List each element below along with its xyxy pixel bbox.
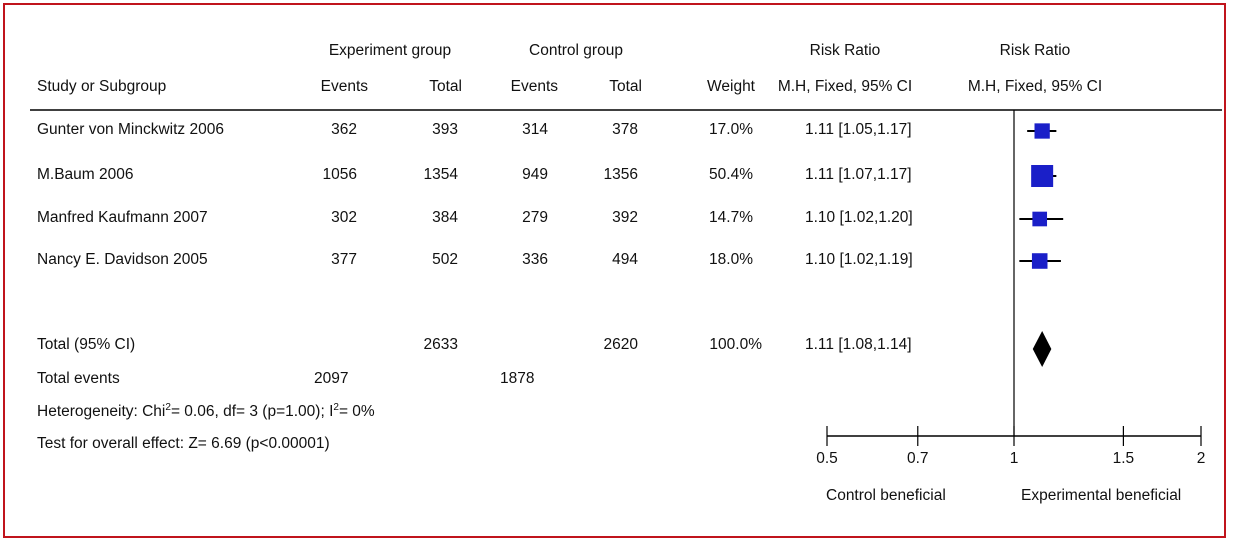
weight-column-header: Weight [707,78,755,95]
table-row-events1: 302 [331,209,357,226]
control-beneficial-label: Control beneficial [826,487,946,504]
table-row-total1: 1354 [423,166,458,183]
total-participants-control: 2620 [603,336,638,353]
table-row-total2: 378 [612,121,638,138]
table-row-study-name: Gunter von Minckwitz 2006 [37,121,224,138]
table-row-total2: 1356 [603,166,638,183]
table-row-events2: 314 [522,121,548,138]
table-row-ci: 1.11 [1.07,1.17] [805,166,912,183]
experiment-group-header: Experiment group [328,42,452,59]
table-row-weight: 14.7% [709,209,753,226]
total1-column-header: Total [429,78,462,95]
study-weight-square [1034,123,1050,139]
table-row-events1: 362 [331,121,357,138]
figure-frame [3,3,1226,538]
study-weight-square [1031,165,1054,187]
study-column-header: Study or Subgroup [37,78,167,95]
control-group-header: Control group [529,42,623,59]
x-axis-tick-label: 1.5 [1113,450,1135,467]
table-row-weight: 50.4% [709,166,753,183]
overall-effect-text: Test for overall effect: Z= 6.69 (p<0.00… [37,435,330,452]
table-row-events2: 949 [522,166,548,183]
table-row-ci: 1.10 [1.02,1.20] [805,209,913,226]
table-row-total1: 502 [432,251,458,268]
x-axis-tick-label: 0.7 [907,450,929,467]
table-row-total1: 393 [432,121,458,138]
total-events-label: Total events [37,370,120,387]
total-ci: 1.11 [1.08,1.14] [805,336,912,353]
table-row-study-name: M.Baum 2006 [37,166,134,183]
pooled-diamond [1032,331,1052,367]
total-events-control: 1878 [500,370,535,387]
total-weight: 100.0% [709,336,762,353]
events2-column-header: Events [510,78,558,95]
x-axis-tick-label: 2 [1197,450,1206,467]
table-row-weight: 18.0% [709,251,753,268]
table-row-ci: 1.10 [1.02,1.19] [805,251,913,268]
risk-ratio-text-header: Risk Ratio [809,42,881,59]
table-row-total1: 384 [432,209,458,226]
study-weight-square [1032,211,1048,227]
study-weight-square [1031,253,1048,269]
ci-plot-column-header: M.H, Fixed, 95% CI [967,78,1103,95]
total-events-experiment: 2097 [314,370,349,387]
x-axis-tick-label: 1 [1010,450,1019,467]
table-row-study-name: Nancy E. Davidson 2005 [37,251,208,268]
table-row-study-name: Manfred Kaufmann 2007 [37,209,208,226]
table-row-weight: 17.0% [709,121,753,138]
risk-ratio-plot-header: Risk Ratio [999,42,1071,59]
x-axis-tick-label: 0.5 [816,450,838,467]
table-row-total2: 494 [612,251,638,268]
table-row-events1: 1056 [322,166,357,183]
table-row-events2: 279 [522,209,548,226]
table-row-events2: 336 [522,251,548,268]
total-participants-experiment: 2633 [423,336,458,353]
heterogeneity-text: Heterogeneity: Chi2= 0.06, df= 3 (p=1.00… [37,401,375,420]
total2-column-header: Total [609,78,642,95]
table-row-total2: 392 [612,209,638,226]
table-row-ci: 1.11 [1.05,1.17] [805,121,912,138]
table-row-events1: 377 [331,251,357,268]
events1-column-header: Events [320,78,368,95]
total-ci-label: Total (95% CI) [37,336,136,353]
ci-text-column-header: M.H, Fixed, 95% CI [777,78,913,95]
experimental-beneficial-label: Experimental beneficial [1021,487,1182,504]
